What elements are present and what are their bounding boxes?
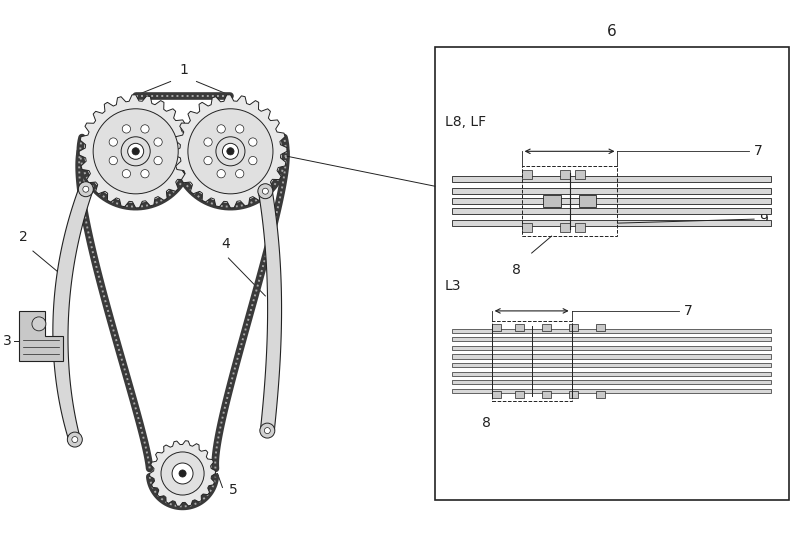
Circle shape — [141, 170, 149, 178]
Bar — [452, 221, 771, 226]
Bar — [542, 324, 550, 331]
Bar — [435, 46, 789, 501]
Bar — [452, 380, 771, 384]
Polygon shape — [174, 95, 287, 208]
Text: 2: 2 — [18, 230, 27, 244]
Circle shape — [109, 157, 118, 165]
Bar — [574, 223, 585, 232]
Bar — [522, 223, 532, 232]
Circle shape — [161, 452, 204, 495]
Circle shape — [154, 138, 162, 146]
Circle shape — [222, 143, 238, 159]
Circle shape — [122, 170, 130, 178]
Text: 4: 4 — [221, 237, 230, 251]
Bar — [452, 188, 771, 194]
Circle shape — [128, 143, 144, 159]
Circle shape — [78, 182, 94, 197]
Circle shape — [217, 170, 226, 178]
Polygon shape — [53, 188, 94, 441]
Bar — [452, 198, 771, 204]
Text: 1: 1 — [179, 62, 188, 76]
Circle shape — [258, 183, 273, 199]
Bar — [452, 329, 771, 333]
Circle shape — [172, 463, 193, 484]
Circle shape — [121, 137, 150, 166]
Bar — [542, 195, 561, 207]
Circle shape — [179, 470, 186, 477]
Circle shape — [32, 317, 46, 331]
Bar — [452, 354, 771, 359]
Text: 7: 7 — [754, 144, 763, 158]
Bar — [542, 391, 550, 397]
Bar — [522, 170, 532, 179]
Bar — [559, 223, 570, 232]
Circle shape — [264, 428, 270, 434]
Circle shape — [235, 124, 244, 133]
Bar — [559, 170, 570, 179]
Circle shape — [83, 186, 89, 192]
Circle shape — [216, 137, 245, 166]
Circle shape — [249, 138, 257, 146]
Text: 3: 3 — [3, 334, 12, 348]
Bar — [492, 391, 501, 397]
Bar — [452, 363, 771, 367]
Bar — [522, 167, 618, 236]
Circle shape — [154, 157, 162, 165]
Bar — [492, 321, 571, 401]
Polygon shape — [19, 311, 63, 361]
Circle shape — [204, 138, 212, 146]
Polygon shape — [258, 191, 282, 431]
Text: 7: 7 — [684, 304, 693, 318]
Text: 6: 6 — [607, 23, 617, 39]
Text: 8: 8 — [512, 263, 521, 277]
Bar — [492, 324, 501, 331]
Bar — [578, 195, 597, 207]
Circle shape — [132, 147, 139, 155]
Bar — [452, 176, 771, 182]
Bar — [569, 391, 578, 397]
Circle shape — [204, 157, 212, 165]
Circle shape — [249, 157, 257, 165]
Circle shape — [93, 109, 178, 194]
Text: 5: 5 — [229, 483, 237, 497]
Circle shape — [260, 423, 275, 438]
Circle shape — [217, 124, 226, 133]
Circle shape — [235, 170, 244, 178]
Circle shape — [227, 147, 234, 155]
Bar — [597, 391, 606, 397]
Bar — [574, 170, 585, 179]
Text: 9: 9 — [759, 212, 768, 226]
Bar — [597, 324, 606, 331]
Bar — [514, 324, 524, 331]
Bar — [452, 346, 771, 350]
Circle shape — [72, 437, 78, 443]
Bar — [514, 391, 524, 397]
Circle shape — [141, 124, 149, 133]
Polygon shape — [79, 95, 192, 208]
Circle shape — [67, 432, 82, 447]
Bar — [569, 324, 578, 331]
Circle shape — [188, 109, 273, 194]
Circle shape — [109, 138, 118, 146]
Text: 8: 8 — [482, 416, 491, 430]
Text: L8, LF: L8, LF — [445, 115, 486, 129]
Bar — [452, 389, 771, 393]
Circle shape — [262, 188, 268, 194]
Bar — [452, 209, 771, 214]
Bar — [452, 371, 771, 376]
Polygon shape — [150, 441, 215, 506]
Circle shape — [122, 124, 130, 133]
Text: L3: L3 — [445, 279, 462, 293]
Bar — [452, 337, 771, 341]
